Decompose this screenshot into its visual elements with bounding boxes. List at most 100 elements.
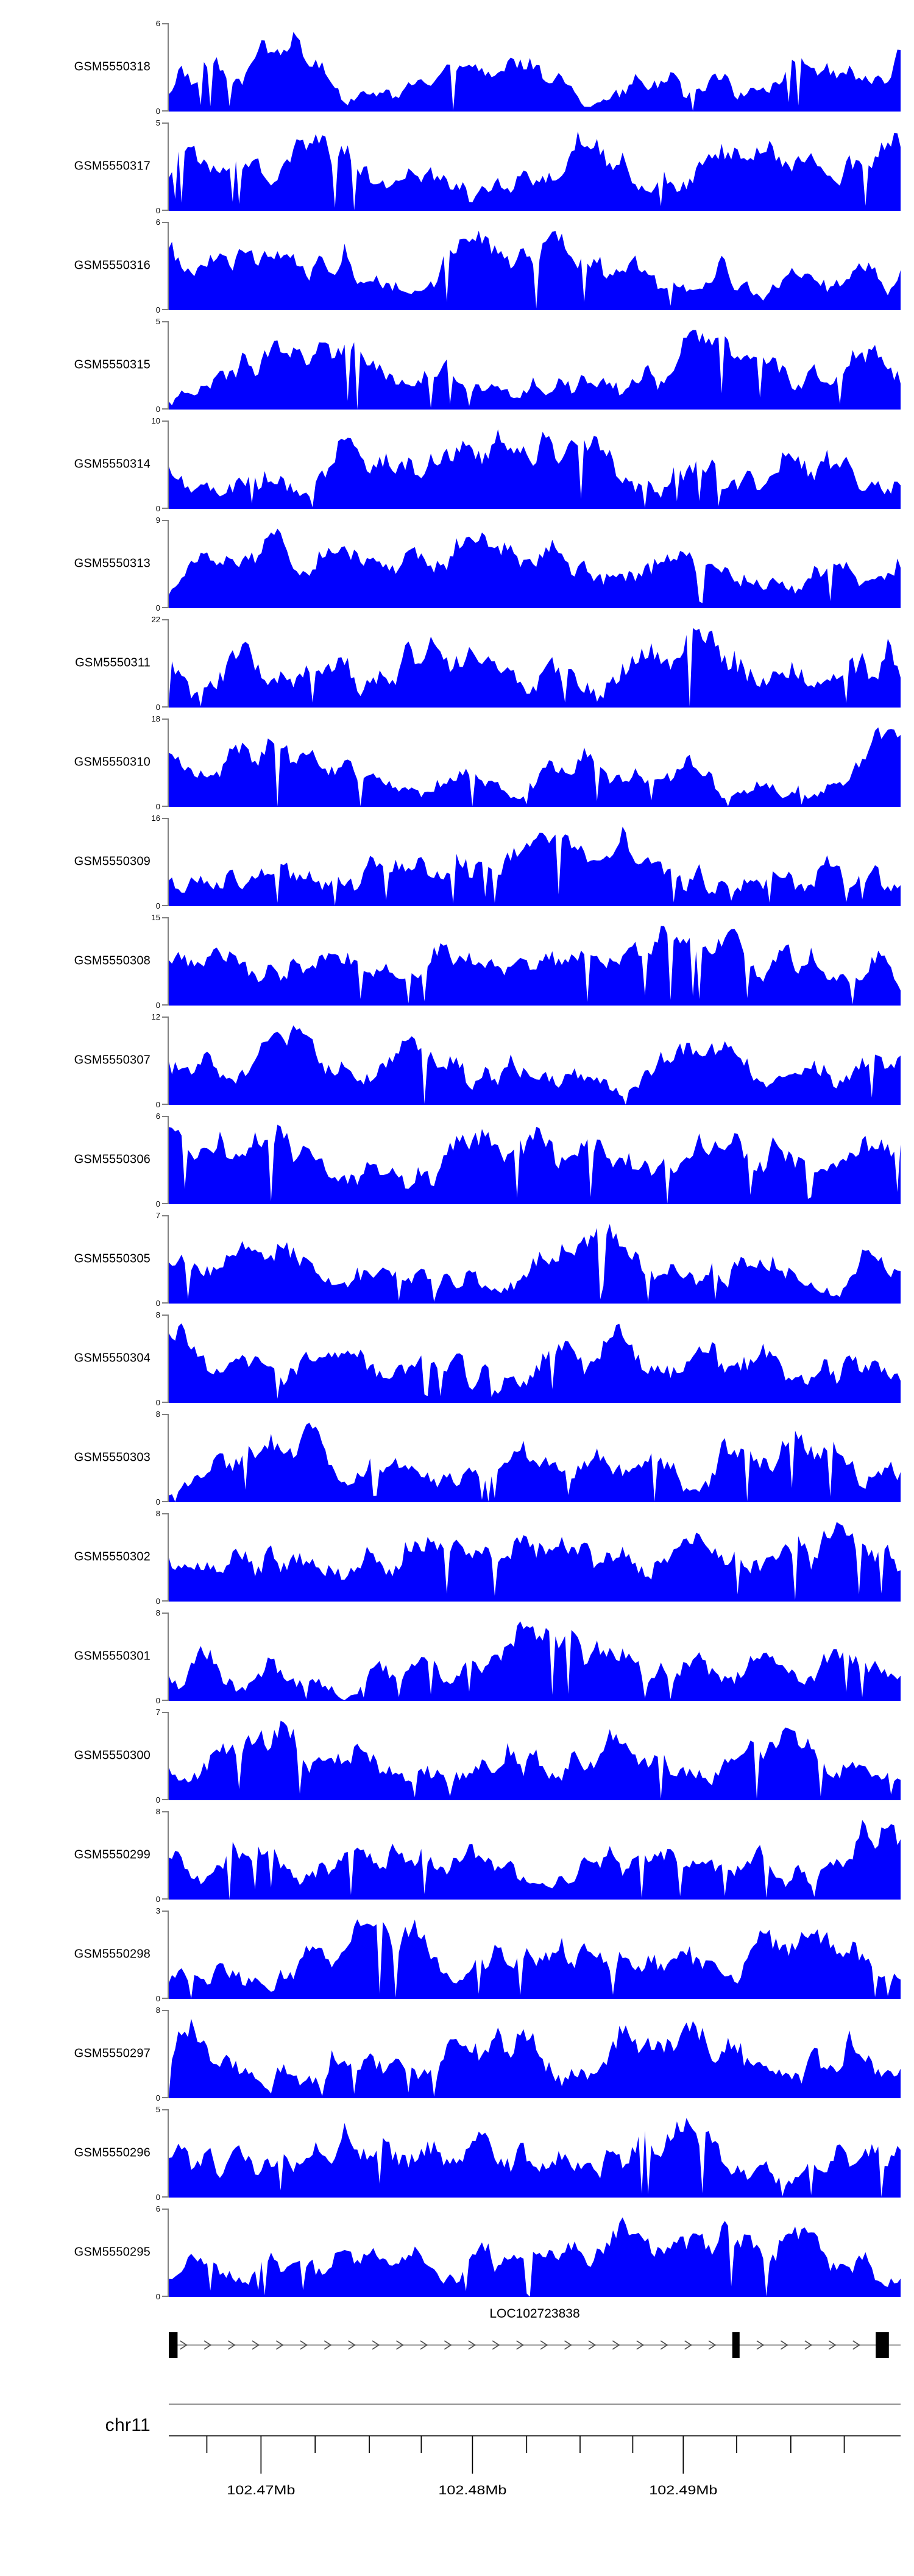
y-axis-tick-max: [162, 122, 169, 124]
coverage-area-plot[interactable]: [169, 315, 901, 414]
coverage-area-plot[interactable]: [169, 1805, 901, 1904]
y-axis-max-label: 8: [155, 1509, 160, 1518]
y-axis-min-label: 0: [155, 405, 160, 414]
coverage-area-plot[interactable]: [169, 1904, 901, 2004]
coverage-area-plot[interactable]: [169, 1606, 901, 1706]
y-axis-min-label: 0: [155, 1497, 160, 1506]
genome-axis-graphic[interactable]: 102.47Mb 102.48Mb 102.49Mb: [169, 2393, 901, 2576]
y-axis-tick-min: [162, 508, 169, 509]
y-axis-tick-max: [162, 520, 169, 521]
coverage-track: GSM5550318 6 0: [0, 17, 914, 116]
y-axis-max-label: 5: [155, 317, 160, 326]
coverage-track: GSM5550300 7 0: [0, 1706, 914, 1805]
y-axis-tick-min: [162, 905, 169, 906]
y-axis-line: [168, 1215, 169, 1304]
y-axis-max-label: 8: [155, 1807, 160, 1816]
coverage-area-plot[interactable]: [169, 414, 901, 514]
coverage-area-plot[interactable]: [169, 911, 901, 1010]
y-axis-tick-max: [162, 1315, 169, 1316]
svg-text:102.47Mb: 102.47Mb: [227, 2483, 295, 2497]
track-label-gsm5550308: GSM5550308: [74, 954, 151, 967]
coverage-area-plot[interactable]: [169, 613, 901, 712]
chromosome-label: chr11: [105, 2415, 151, 2435]
y-axis-line: [168, 1017, 169, 1105]
y-axis-min-label: 0: [155, 1199, 160, 1208]
y-axis-min-label: 0: [155, 603, 160, 612]
y-axis-tick-min: [162, 1302, 169, 1304]
coverage-area-plot[interactable]: [169, 1308, 901, 1408]
coverage-area-plot[interactable]: [169, 17, 901, 116]
y-axis-line: [168, 1811, 169, 1900]
y-axis-min-label: 0: [155, 1597, 160, 1606]
y-axis-max-label: 6: [155, 19, 160, 28]
y-axis-line: [168, 818, 169, 906]
coverage-area-plot[interactable]: [169, 216, 901, 315]
coverage-area-plot[interactable]: [169, 1010, 901, 1110]
coverage-tracks-container: GSM5550318 6 0 GSM5550317 5 0 GSM5550316 6 0 GSM5…: [0, 17, 914, 2302]
coverage-area-plot[interactable]: [169, 812, 901, 911]
track-label-gsm5550310: GSM5550310: [74, 755, 151, 768]
y-axis-tick-max: [162, 1017, 169, 1018]
track-label-gsm5550301: GSM5550301: [74, 1649, 151, 1662]
coverage-track: GSM5550307 12 0: [0, 1010, 914, 1110]
coverage-area-plot[interactable]: [169, 2103, 901, 2202]
track-label-gsm5550302: GSM5550302: [74, 1550, 151, 1563]
y-axis-max-label: 3: [155, 1906, 160, 1915]
y-axis-min-label: 0: [155, 1696, 160, 1705]
coverage-area-plot[interactable]: [169, 514, 901, 613]
coverage-area-plot[interactable]: [169, 712, 901, 812]
coverage-track: GSM5550306 6 0: [0, 1110, 914, 1209]
coverage-area-plot[interactable]: [169, 116, 901, 216]
y-axis-min-label: 0: [155, 1795, 160, 1804]
y-axis-tick-max: [162, 1811, 169, 1812]
coverage-area-plot[interactable]: [169, 2202, 901, 2302]
coverage-area-plot[interactable]: [169, 1408, 901, 1507]
coverage-area-plot[interactable]: [169, 1507, 901, 1606]
y-axis-max-label: 8: [155, 1310, 160, 1319]
y-axis-tick-max: [162, 1613, 169, 1614]
coverage-area-plot[interactable]: [169, 1706, 901, 1805]
y-axis-tick-min: [162, 210, 169, 211]
y-axis-tick-max: [162, 2209, 169, 2210]
track-label-gsm5550307: GSM5550307: [74, 1053, 151, 1066]
y-axis-max-label: 8: [155, 1608, 160, 1617]
y-axis-min-label: 0: [155, 1398, 160, 1407]
y-axis-line: [168, 2010, 169, 2098]
y-axis-line: [168, 1911, 169, 1999]
y-axis: 16 0: [151, 812, 169, 911]
gene-model-region: LOC102723838: [0, 2302, 914, 2393]
y-axis: 18 0: [151, 712, 169, 812]
y-axis-tick-max: [162, 1712, 169, 1713]
y-axis-tick-max: [162, 818, 169, 819]
y-axis-line: [168, 1414, 169, 1502]
track-label-gsm5550309: GSM5550309: [74, 854, 151, 868]
gene-model-graphic[interactable]: [169, 2331, 901, 2359]
y-axis-tick-min: [162, 110, 169, 112]
y-axis-max-label: 5: [155, 2105, 160, 2114]
y-axis-tick-min: [162, 1004, 169, 1006]
coverage-track: GSM5550308 15 0: [0, 911, 914, 1010]
y-axis-tick-min: [162, 806, 169, 807]
y-axis-max-label: 7: [155, 1211, 160, 1220]
track-label-gsm5550303: GSM5550303: [74, 1450, 151, 1464]
y-axis-max-label: 9: [155, 516, 160, 525]
y-axis-max-label: 22: [151, 615, 160, 624]
coverage-area-plot[interactable]: [169, 2004, 901, 2103]
y-axis-max-label: 15: [151, 913, 160, 922]
coverage-area-plot[interactable]: [169, 1209, 901, 1308]
coverage-area-plot[interactable]: [169, 1110, 901, 1209]
track-label-gsm5550296: GSM5550296: [74, 2146, 151, 2159]
y-axis-tick-max: [162, 420, 169, 422]
coverage-track: GSM5550317 5 0: [0, 116, 914, 216]
y-axis-tick-max: [162, 1513, 169, 1514]
coverage-track: GSM5550298 3 0: [0, 1904, 914, 2004]
track-label-gsm5550316: GSM5550316: [74, 258, 151, 272]
y-axis-min-label: 0: [155, 1299, 160, 1308]
y-axis-tick-min: [162, 1998, 169, 1999]
